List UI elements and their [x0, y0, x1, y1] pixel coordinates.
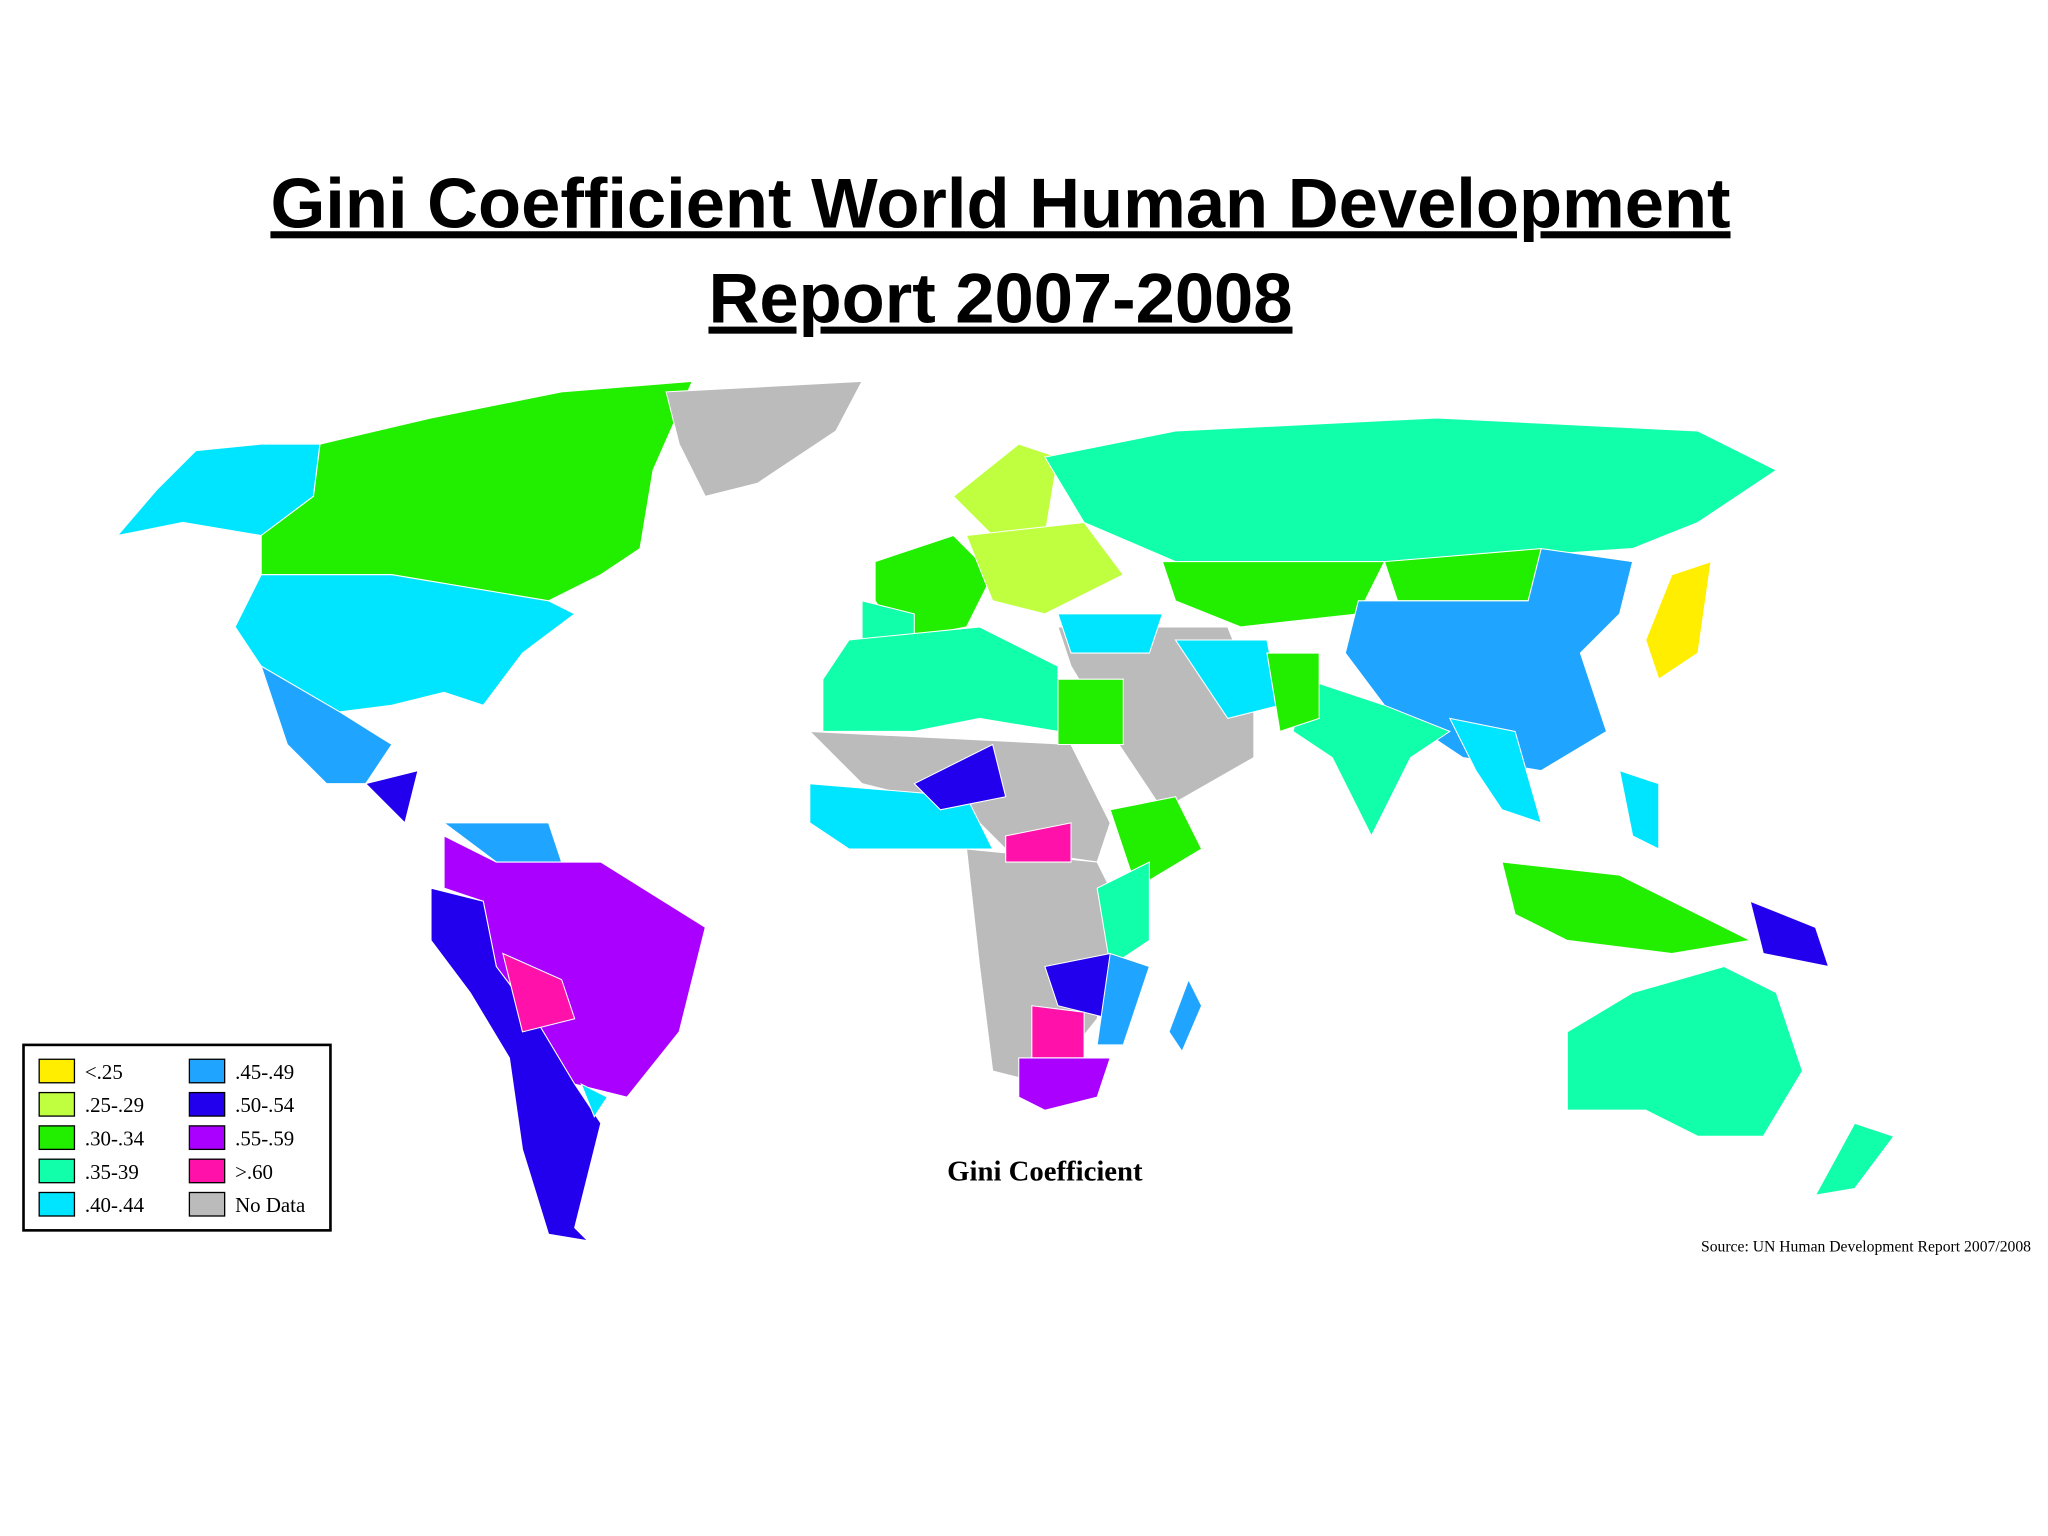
title-line: Report 2007-2008: [708, 259, 1292, 338]
country-region: [1057, 678, 1124, 746]
legend-label: .45-.49: [235, 1060, 294, 1084]
legend-label: .30-.34: [85, 1126, 145, 1150]
country-region: [430, 887, 602, 1242]
country-region: [1618, 769, 1660, 850]
country-region: [1109, 796, 1203, 889]
country-region: [1031, 1005, 1085, 1059]
country-region: [1501, 861, 1752, 954]
country-region: [1448, 717, 1542, 824]
country-region: [1161, 561, 1386, 628]
legend-swatch: [38, 1091, 76, 1117]
legend-swatch: [38, 1125, 76, 1151]
country-region: [1044, 417, 1778, 563]
country-region: [1645, 560, 1712, 680]
legend: <.25 .25-.29 .30-.34 .35-39 .40-.44 .45-.49 .5…: [22, 1043, 332, 1232]
country-region: [260, 380, 694, 602]
country-region: [952, 443, 1059, 537]
legend-swatch: [188, 1125, 226, 1151]
legend-label: .40-.44: [85, 1193, 145, 1217]
world-map: [116, 380, 1895, 1242]
legend-label: No Data: [235, 1193, 305, 1217]
country-region: [502, 952, 576, 1033]
source-note: Source: UN Human Development Report 2007…: [1701, 1238, 2031, 1255]
legend-swatch: [38, 1158, 76, 1184]
legend-swatch: [188, 1158, 226, 1184]
legend-label: .50-.54: [235, 1093, 295, 1117]
legend-swatch: [38, 1191, 76, 1217]
country-region: [580, 1082, 609, 1118]
country-region: [1266, 652, 1320, 733]
legend-swatch: [38, 1058, 76, 1084]
country-region: [1292, 678, 1451, 838]
legend-swatch: [188, 1058, 226, 1084]
legend-label: .25-.29: [85, 1093, 144, 1117]
title-line: Gini Coefficient World Human Development: [270, 163, 1730, 242]
country-region: [1096, 861, 1150, 968]
country-region: [822, 626, 1059, 733]
country-region: [1344, 547, 1634, 772]
legend-label: .35-39: [85, 1160, 139, 1184]
country-region: [665, 380, 863, 497]
legend-label: .55-.59: [235, 1126, 294, 1150]
country-region: [1168, 978, 1203, 1053]
country-region: [1749, 900, 1830, 968]
legend-swatch: [188, 1091, 226, 1117]
map-caption: Gini Coefficient: [947, 1156, 1143, 1188]
country-region: [1096, 952, 1151, 1046]
country-region: [1005, 822, 1072, 863]
legend-swatch: [188, 1191, 226, 1217]
country-region: [1814, 1122, 1895, 1196]
country-region: [965, 521, 1125, 615]
country-region: [913, 743, 1007, 811]
country-region: [1018, 1057, 1111, 1111]
country-region: [364, 769, 419, 824]
legend-label: >.60: [235, 1160, 273, 1184]
country-region: [1057, 613, 1164, 654]
country-region: [1566, 965, 1804, 1137]
legend-label: <.25: [85, 1060, 123, 1084]
